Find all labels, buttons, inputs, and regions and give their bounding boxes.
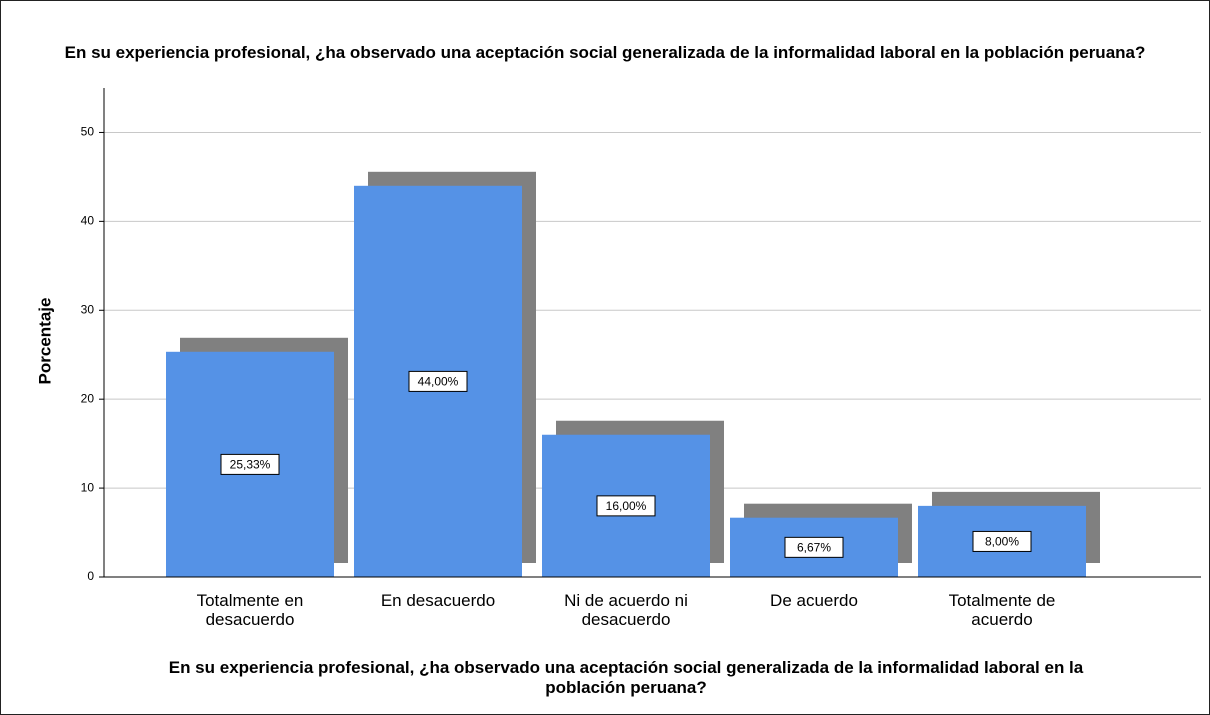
value-label: 25,33%	[230, 458, 271, 472]
x-tick-label: De acuerdo	[770, 591, 858, 610]
value-label-box	[972, 530, 1032, 552]
y-tick-label: 50	[81, 125, 95, 139]
value-label-box	[220, 453, 280, 475]
x-tick-label: Ni de acuerdo ni desacuerdo	[564, 591, 688, 629]
x-axis-title: En su experiencia profesional, ¿ha obser…	[168, 658, 1084, 697]
value-label-box	[596, 495, 656, 517]
x-tick-label: Totalmente en desacuerdo	[196, 591, 304, 629]
y-tick-label: 0	[87, 569, 94, 583]
value-label-box	[784, 536, 844, 558]
y-tick-label: 40	[81, 214, 95, 228]
value-label: 6,67%	[797, 541, 831, 555]
value-label-box	[408, 370, 468, 392]
value-label: 8,00%	[985, 535, 1019, 549]
y-tick-label: 10	[81, 480, 95, 494]
chart-title: En su experiencia profesional, ¿ha obser…	[64, 43, 1146, 62]
value-label: 44,00%	[418, 375, 459, 389]
y-axis-title: Porcentaje	[35, 298, 54, 385]
y-tick-label: 30	[81, 302, 95, 316]
x-tick-label: En desacuerdo	[380, 591, 496, 610]
x-tick-label: Totalmente de acuerdo	[948, 591, 1056, 629]
y-tick-label: 20	[81, 391, 95, 405]
value-label: 16,00%	[606, 499, 647, 513]
